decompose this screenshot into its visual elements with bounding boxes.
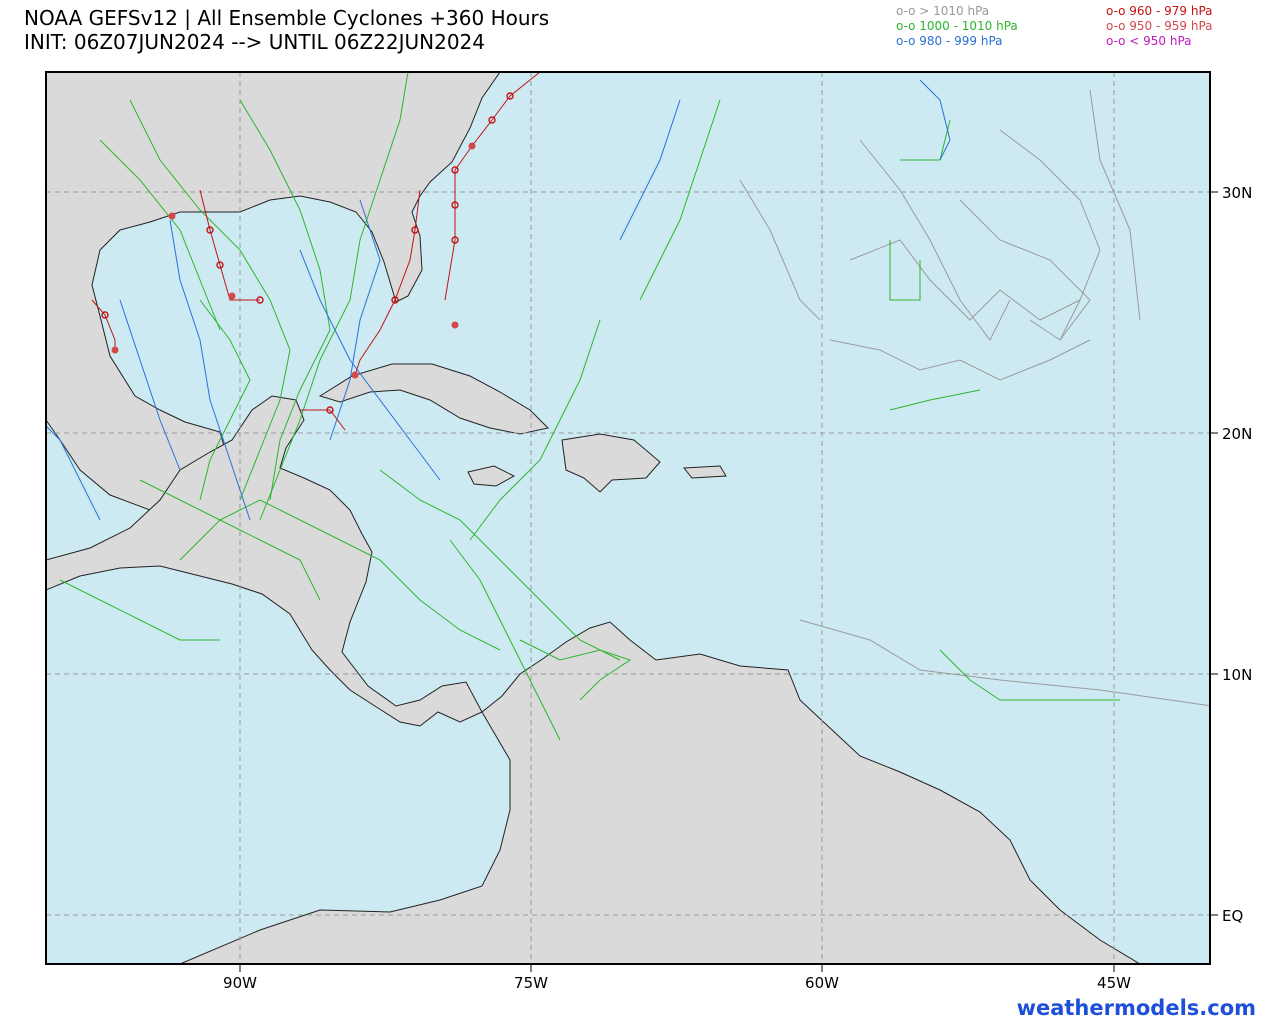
title-line-1: NOAA GEFSv12 | All Ensemble Cyclones +36… — [24, 6, 550, 30]
lon-label-60w: 60W — [805, 974, 839, 992]
tracks-1000-1010 — [59, 72, 1120, 741]
legend-item-950-959: o-o 950 - 959 hPa — [1106, 19, 1213, 33]
tracks-950-959 — [111, 142, 476, 379]
lat-label-eq: EQ — [1222, 907, 1243, 925]
land-central-america — [46, 395, 483, 727]
legend-left: o-o > 1010 hPa o-o 1000 - 1010 hPa o-o 9… — [896, 4, 1018, 49]
legend-item-gt1010: o-o > 1010 hPa — [896, 4, 990, 18]
legend-right: o-o 960 - 979 hPa o-o 950 - 959 hPa o-o … — [1106, 4, 1213, 49]
lon-label-90w: 90W — [223, 974, 257, 992]
map-frame — [45, 71, 1211, 965]
lon-label-75w: 75W — [514, 974, 548, 992]
legend-item-960-979: o-o 960 - 979 hPa — [1106, 4, 1213, 18]
land-cuba — [318, 363, 550, 435]
tracks-980-999 — [46, 79, 951, 521]
lat-axis — [1210, 191, 1218, 916]
land-south-america — [46, 621, 1141, 964]
lat-label-20n: 20N — [1222, 425, 1252, 443]
credit-link[interactable]: weathermodels.com — [1016, 996, 1256, 1020]
tracks-960-979 — [91, 72, 541, 431]
tracks-weak — [739, 89, 1210, 707]
legend-item-980-999: o-o 980 - 999 hPa — [896, 34, 1003, 48]
lon-label-45w: 45W — [1097, 974, 1131, 992]
lat-label-10n: 10N — [1222, 666, 1252, 684]
track-points-960-979 — [101, 92, 514, 414]
legend-item-1000-1010: o-o 1000 - 1010 hPa — [896, 19, 1018, 33]
chart-title: NOAA GEFSv12 | All Ensemble Cyclones +36… — [24, 6, 549, 54]
legend-item-lt950: o-o < 950 hPa — [1106, 34, 1192, 48]
graticule — [46, 72, 1210, 964]
lat-label-30n: 30N — [1222, 184, 1252, 202]
title-line-2: INIT: 06Z07JUN2024 --> UNTIL 06Z22JUN202… — [24, 30, 485, 54]
land-hispaniola — [561, 433, 661, 493]
land-jamaica — [467, 465, 516, 487]
land-puerto-rico — [683, 465, 727, 479]
lon-axis — [239, 964, 1115, 972]
